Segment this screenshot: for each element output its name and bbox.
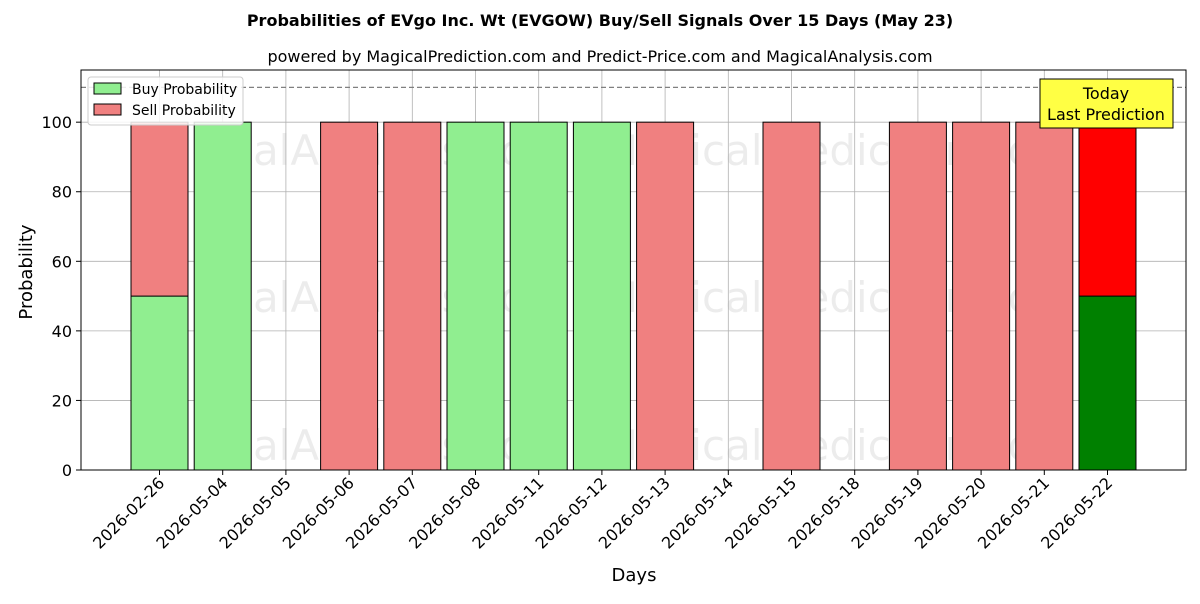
- bar-sell-2026-05-07: [383, 121, 442, 471]
- plot-frame: [80, 69, 1187, 471]
- bar-sell-2026-05-19: [888, 121, 947, 471]
- y-tick-label: 0: [62, 461, 72, 480]
- bar-layer: [130, 121, 1137, 471]
- annotation: Today Last Prediction: [1039, 78, 1174, 129]
- legend-swatch-buy: [93, 82, 122, 95]
- legend: Buy Probability Sell Probability: [87, 76, 244, 126]
- bar-buy-2026-02-26: [130, 295, 189, 471]
- bar-buy-2026-05-04: [193, 121, 252, 471]
- legend-label-buy: Buy Probability: [132, 82, 237, 98]
- bar-sell-2026-05-06: [320, 121, 379, 471]
- y-tick-label: 100: [41, 113, 72, 132]
- chart-subtitle: powered by MagicalPrediction.com and Pre…: [267, 47, 932, 66]
- x-axis-label: Days: [612, 565, 657, 586]
- y-axis-label: Probability: [16, 224, 37, 319]
- chart-title: Probabilities of EVgo Inc. Wt (EVGOW) Bu…: [247, 11, 953, 30]
- bar-sell-2026-05-21: [1015, 121, 1074, 471]
- bar-sell-2026-05-15: [762, 121, 821, 471]
- bar-buy-2026-05-22: [1078, 295, 1137, 471]
- bar-sell-2026-05-20: [952, 121, 1011, 471]
- y-tick-label: 40: [52, 322, 72, 341]
- annotation-line2: Last Prediction: [1047, 105, 1165, 124]
- legend-box: [87, 76, 244, 126]
- y-tick-label: 80: [52, 183, 72, 202]
- bar-buy-2026-05-12: [572, 121, 631, 471]
- annotation-line1: Today: [1082, 84, 1129, 103]
- bar-buy-2026-05-08: [446, 121, 505, 471]
- legend-label-sell: Sell Probability: [132, 103, 236, 119]
- bar-buy-2026-05-11: [509, 121, 568, 471]
- bar-sell-2026-02-26: [130, 121, 189, 297]
- y-tick-label: 20: [52, 391, 72, 410]
- bar-sell-2026-05-22: [1078, 121, 1137, 297]
- legend-swatch-sell: [93, 103, 122, 116]
- annotation-box: [1039, 78, 1174, 129]
- bar-sell-2026-05-13: [636, 121, 695, 471]
- y-tick-label: 60: [52, 252, 72, 271]
